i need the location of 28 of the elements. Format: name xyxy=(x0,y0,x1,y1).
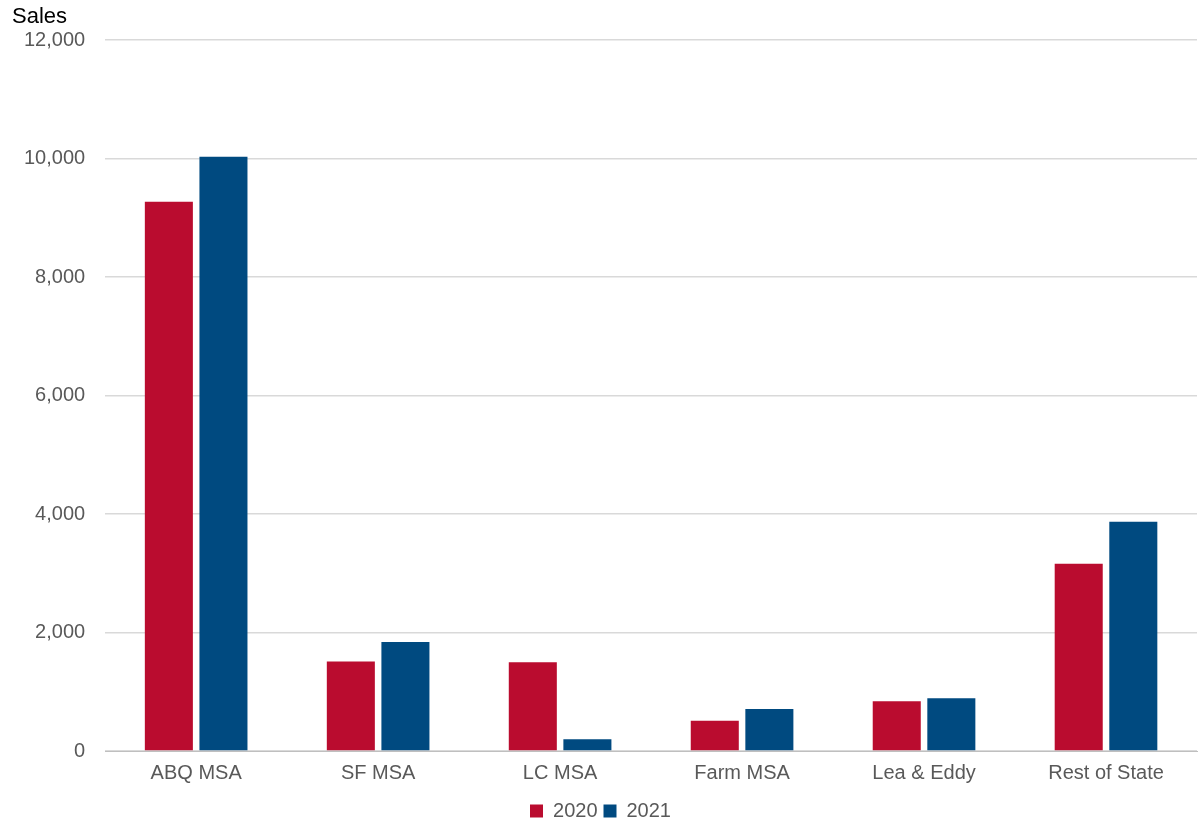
x-tick-label: Rest of State xyxy=(1048,760,1164,783)
bar xyxy=(144,201,193,751)
y-tick-label: 4,000 xyxy=(35,501,86,524)
bar xyxy=(508,662,557,751)
bar xyxy=(927,698,976,751)
y-tick-label: 12,000 xyxy=(24,27,86,50)
legend-label: 2021 xyxy=(626,798,671,821)
x-tick-label: SF MSA xyxy=(340,760,417,783)
x-tick-label: ABQ MSA xyxy=(150,760,243,783)
y-tick-label: 6,000 xyxy=(35,383,86,406)
bar xyxy=(199,156,248,751)
legend-label: 2020 xyxy=(553,798,598,821)
y-tick-label: 0 xyxy=(74,738,86,761)
bar xyxy=(381,641,430,751)
bar xyxy=(745,708,794,751)
bar xyxy=(326,661,375,751)
bar xyxy=(1109,521,1158,751)
y-tick-label: 8,000 xyxy=(35,264,86,287)
y-tick-label: 2,000 xyxy=(35,620,86,643)
y-axis-title: Sales xyxy=(12,3,68,29)
y-tick-label: 10,000 xyxy=(24,146,86,169)
bar xyxy=(563,739,612,751)
bar xyxy=(872,701,921,751)
x-tick-label: Farm MSA xyxy=(694,760,791,783)
x-tick-label: LC MSA xyxy=(522,760,598,783)
bar xyxy=(1054,563,1103,751)
x-tick-label: Lea & Eddy xyxy=(872,760,976,783)
bar xyxy=(690,720,739,751)
